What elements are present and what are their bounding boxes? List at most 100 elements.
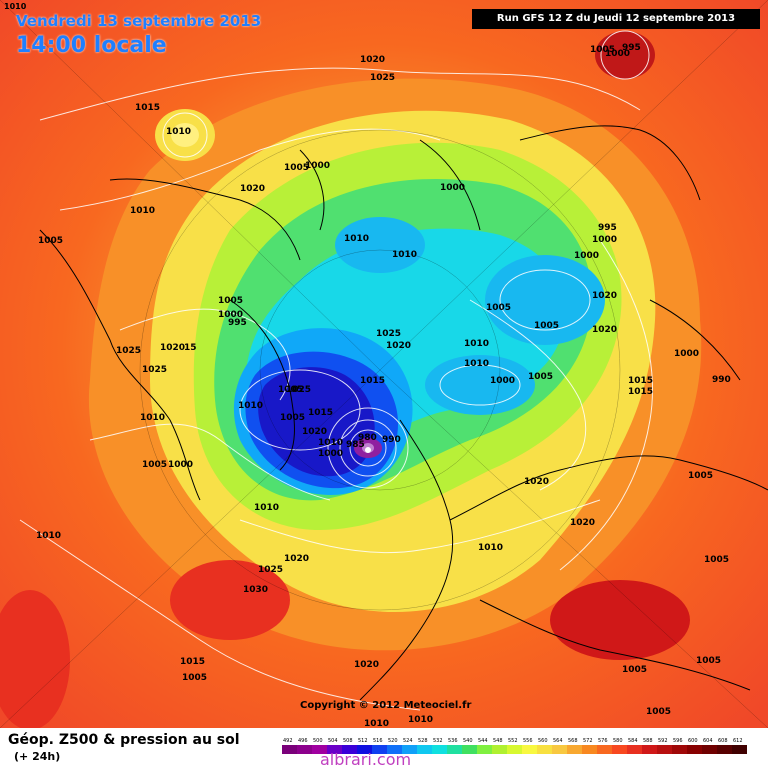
scale-color-swatch: [282, 745, 297, 754]
scale-color-swatch: [702, 745, 717, 754]
pressure-label: 1025: [286, 385, 311, 395]
pressure-label: 1005: [280, 413, 305, 423]
scale-value-label: 532: [433, 738, 443, 744]
scale-value-label: 576: [598, 738, 608, 744]
pressure-label: 1000: [305, 161, 330, 171]
scale-color-swatch: [582, 745, 597, 754]
pressure-label: 1005: [284, 163, 309, 173]
pressure-label: 1020: [524, 477, 549, 487]
scale-value-label: 608: [718, 738, 728, 744]
pressure-label: 1005: [688, 471, 713, 481]
scale-color-swatch: [327, 745, 342, 754]
pressure-label: 1020: [592, 291, 617, 301]
pressure-label: 1020: [284, 554, 309, 564]
pressure-label: 1000: [318, 449, 343, 459]
pressure-label: 995: [228, 318, 247, 328]
pressure-label: 1020: [240, 184, 265, 194]
scale-value-label: 564: [553, 738, 563, 744]
product-title: Géop. Z500 & pression au sol: [8, 732, 240, 748]
pressure-labels: 1020 1025 1015 1010 1005 1000 995 1005 1…: [36, 43, 731, 728]
scale-color-swatch: [657, 745, 672, 754]
scale-color-swatch: [717, 745, 732, 754]
scale-color-swatch: [342, 745, 357, 754]
coastlines: [39, 125, 768, 701]
pressure-label: 1020: [386, 341, 411, 351]
pressure-label: 1005: [142, 460, 167, 470]
scale-color-swatch: [537, 745, 552, 754]
pressure-label: 1020: [570, 518, 595, 528]
scale-value-label: 504: [328, 738, 338, 744]
watermark: albrari.com: [320, 750, 412, 769]
corner-label: 1010: [4, 2, 27, 11]
scale-value-label: 560: [538, 738, 548, 744]
pressure-label: 1025: [376, 329, 401, 339]
pressure-label: 995: [622, 43, 641, 53]
scale-color-swatch: [447, 745, 462, 754]
ridge-ne: [595, 31, 655, 79]
scale-value-label: 496: [298, 738, 308, 744]
pressure-label: 1015: [628, 387, 653, 397]
pressure-label: 1010: [238, 401, 263, 411]
scale-color-swatch: [642, 745, 657, 754]
pressure-label: 1005: [218, 296, 243, 306]
scale-value-label: 612: [733, 738, 743, 744]
pressure-label: 990: [712, 375, 731, 385]
scale-value-label: 572: [583, 738, 593, 744]
pressure-label: 1005: [646, 707, 671, 717]
scale-value-label: 512: [358, 738, 368, 744]
scale-value-label: 568: [568, 738, 578, 744]
pressure-label: 980: [358, 433, 377, 443]
ridge-asia: [550, 580, 690, 660]
pressure-label: 1005: [528, 372, 553, 382]
scale-value-label: 584: [628, 738, 638, 744]
scale-value-label: 548: [493, 738, 503, 744]
scale-color-swatch: [522, 745, 537, 754]
pressure-label: 1000: [490, 376, 515, 386]
scale-value-label: 540: [463, 738, 473, 744]
scale-color-swatch: [567, 745, 582, 754]
forecast-date: Vendredi 13 septembre 2013: [16, 12, 262, 30]
scale-value-label: 588: [643, 738, 653, 744]
scale-color-swatch: [732, 745, 747, 754]
pressure-label: 1005: [696, 656, 721, 666]
pressure-label: 1000: [168, 460, 193, 470]
pressure-label: 1030: [243, 585, 268, 595]
pressure-label: 1015: [360, 376, 385, 386]
scale-color-swatch: [372, 745, 387, 754]
pressure-label: 1010: [392, 250, 417, 260]
scale-color-swatch: [357, 745, 372, 754]
scale-color-swatch: [387, 745, 402, 754]
pressure-label: 1010: [408, 715, 433, 725]
pressure-label: 1010: [478, 543, 503, 553]
scale-value-label: 600: [688, 738, 698, 744]
model-run-label: Run GFS 12 Z du Jeudi 12 septembre 2013: [472, 9, 760, 29]
scale-value-label: 516: [373, 738, 383, 744]
pressure-label: 1010: [140, 413, 165, 423]
scale-color-swatch: [297, 745, 312, 754]
scale-color-swatch: [492, 745, 507, 754]
low-marker: [365, 447, 371, 453]
scale-value-label: 592: [658, 738, 668, 744]
pressure-label: 1005: [534, 321, 559, 331]
legend-footer: Géop. Z500 & pression au sol (+ 24h) 492…: [0, 728, 768, 769]
pressure-label: 1020: [360, 55, 385, 65]
ridge-atlantic: [170, 560, 290, 640]
scale-color-swatch: [417, 745, 432, 754]
pressure-label: 1010: [254, 503, 279, 513]
scale-color-swatch: [507, 745, 522, 754]
scale-value-label: 544: [478, 738, 488, 744]
scale-value-label: 500: [313, 738, 323, 744]
pressure-label: 1020: [160, 343, 185, 353]
pressure-label: 1000: [674, 349, 699, 359]
scale-value-label: 596: [673, 738, 683, 744]
pressure-label: 1005: [622, 665, 647, 675]
scale-value-label: 552: [508, 738, 518, 744]
pressure-label: 1005: [278, 385, 303, 395]
pressure-label: 1025: [258, 565, 283, 575]
scale-value-label: 508: [343, 738, 353, 744]
scale-value-label: 556: [523, 738, 533, 744]
scale-color-swatch: [552, 745, 567, 754]
pressure-label: 1005: [182, 673, 207, 683]
scale-color-swatch: [477, 745, 492, 754]
scale-value-label: 604: [703, 738, 713, 744]
